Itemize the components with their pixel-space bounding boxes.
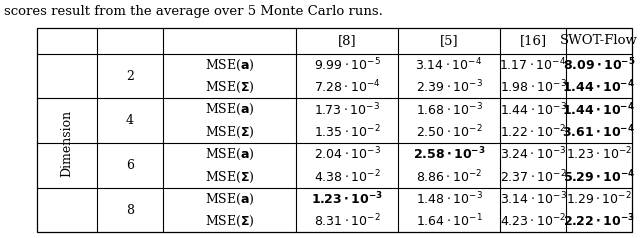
Text: $3.14\cdot 10^{-3}$: $3.14\cdot 10^{-3}$: [500, 191, 566, 207]
Text: SWOT-Flow: SWOT-Flow: [560, 35, 638, 48]
Text: [16]: [16]: [520, 35, 547, 48]
Text: $1.17\cdot 10^{-4}$: $1.17\cdot 10^{-4}$: [499, 57, 566, 73]
Text: MSE($\mathbf{\Sigma}$): MSE($\mathbf{\Sigma}$): [205, 79, 255, 94]
Text: $9.99\cdot 10^{-5}$: $9.99\cdot 10^{-5}$: [314, 57, 380, 73]
Text: MSE($\mathbf{\Sigma}$): MSE($\mathbf{\Sigma}$): [205, 169, 255, 184]
Text: $3.24\cdot 10^{-3}$: $3.24\cdot 10^{-3}$: [500, 146, 566, 163]
Text: $\mathbf{1.44\cdot 10^{-4}}$: $\mathbf{1.44\cdot 10^{-4}}$: [563, 101, 636, 118]
Text: $\mathbf{3.61\cdot 10^{-4}}$: $\mathbf{3.61\cdot 10^{-4}}$: [563, 124, 636, 140]
Text: MSE($\mathbf{a}$): MSE($\mathbf{a}$): [205, 191, 254, 207]
Text: [8]: [8]: [338, 35, 356, 48]
Text: 4: 4: [126, 114, 134, 127]
Text: $2.50\cdot 10^{-2}$: $2.50\cdot 10^{-2}$: [415, 124, 483, 140]
Text: 6: 6: [126, 159, 134, 172]
Text: $\mathbf{1.44\cdot 10^{-4}}$: $\mathbf{1.44\cdot 10^{-4}}$: [563, 79, 636, 95]
Text: $2.39\cdot 10^{-3}$: $2.39\cdot 10^{-3}$: [415, 79, 483, 95]
Text: scores result from the average over 5 Monte Carlo runs.: scores result from the average over 5 Mo…: [4, 5, 383, 19]
Text: $2.37\cdot 10^{-2}$: $2.37\cdot 10^{-2}$: [500, 169, 566, 185]
Text: MSE($\mathbf{a}$): MSE($\mathbf{a}$): [205, 57, 254, 73]
Text: $3.14\cdot 10^{-4}$: $3.14\cdot 10^{-4}$: [415, 57, 483, 73]
Text: $1.44\cdot 10^{-3}$: $1.44\cdot 10^{-3}$: [500, 101, 566, 118]
Text: $4.23\cdot 10^{-2}$: $4.23\cdot 10^{-2}$: [500, 213, 566, 229]
Text: $1.23\cdot 10^{-2}$: $1.23\cdot 10^{-2}$: [566, 146, 632, 163]
Text: $1.73\cdot 10^{-3}$: $1.73\cdot 10^{-3}$: [314, 101, 380, 118]
Text: $\mathbf{1.23\cdot 10^{-3}}$: $\mathbf{1.23\cdot 10^{-3}}$: [311, 191, 383, 207]
Text: 2: 2: [126, 69, 134, 83]
Text: $1.68\cdot 10^{-3}$: $1.68\cdot 10^{-3}$: [415, 101, 483, 118]
Text: $2.04\cdot 10^{-3}$: $2.04\cdot 10^{-3}$: [314, 146, 380, 163]
Text: Dimension: Dimension: [61, 109, 74, 177]
Text: $8.86\cdot 10^{-2}$: $8.86\cdot 10^{-2}$: [416, 169, 482, 185]
Text: $1.22\cdot 10^{-2}$: $1.22\cdot 10^{-2}$: [500, 124, 566, 140]
Text: $8.31\cdot 10^{-2}$: $8.31\cdot 10^{-2}$: [314, 213, 380, 229]
Text: $\mathbf{5.29\cdot 10^{-4}}$: $\mathbf{5.29\cdot 10^{-4}}$: [563, 169, 635, 185]
Text: $7.28\cdot 10^{-4}$: $7.28\cdot 10^{-4}$: [314, 79, 380, 95]
Text: 8: 8: [126, 203, 134, 217]
Text: [5]: [5]: [440, 35, 458, 48]
Text: $1.29\cdot 10^{-2}$: $1.29\cdot 10^{-2}$: [566, 191, 632, 207]
Text: MSE($\mathbf{a}$): MSE($\mathbf{a}$): [205, 147, 254, 162]
Text: $\mathbf{2.58\cdot 10^{-3}}$: $\mathbf{2.58\cdot 10^{-3}}$: [413, 146, 485, 163]
Text: $\mathbf{2.22\cdot 10^{-3}}$: $\mathbf{2.22\cdot 10^{-3}}$: [563, 213, 635, 229]
Text: $\mathbf{8.09\cdot 10^{-5}}$: $\mathbf{8.09\cdot 10^{-5}}$: [563, 57, 636, 73]
Text: $1.98\cdot 10^{-3}$: $1.98\cdot 10^{-3}$: [500, 79, 566, 95]
Text: MSE($\mathbf{\Sigma}$): MSE($\mathbf{\Sigma}$): [205, 213, 255, 228]
Text: $1.48\cdot 10^{-3}$: $1.48\cdot 10^{-3}$: [415, 191, 483, 207]
Bar: [37, 28, 632, 232]
Text: $1.64\cdot 10^{-1}$: $1.64\cdot 10^{-1}$: [415, 213, 483, 229]
Text: $4.38\cdot 10^{-2}$: $4.38\cdot 10^{-2}$: [314, 169, 380, 185]
Text: MSE($\mathbf{\Sigma}$): MSE($\mathbf{\Sigma}$): [205, 124, 255, 139]
Text: MSE($\mathbf{a}$): MSE($\mathbf{a}$): [205, 102, 254, 117]
Text: $1.35\cdot 10^{-2}$: $1.35\cdot 10^{-2}$: [314, 124, 380, 140]
